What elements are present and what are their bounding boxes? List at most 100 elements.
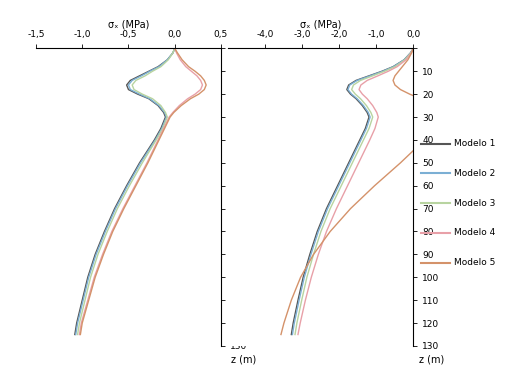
Modelo 4 (356, 87, 362, 92)
Modelo 1 (345, 161, 352, 165)
Modelo 4 (364, 78, 370, 83)
Modelo 2 (161, 110, 168, 115)
Modelo 5 (100, 252, 106, 257)
Modelo 4 (364, 96, 370, 101)
Modelo 4 (308, 275, 315, 279)
Modelo 4 (356, 161, 362, 165)
Modelo 2 (367, 115, 373, 119)
Modelo 3 (133, 78, 139, 83)
Modelo 5 (121, 206, 127, 211)
Modelo 4 (100, 252, 106, 257)
Modelo 3 (363, 103, 370, 108)
Modelo 1 (137, 74, 143, 78)
Modelo 2 (301, 275, 307, 279)
Modelo 4 (77, 332, 83, 337)
Modelo 1 (295, 298, 301, 302)
Modelo 2 (308, 252, 314, 257)
Modelo 4 (403, 58, 409, 62)
Modelo 2 (152, 138, 158, 142)
Modelo 3 (410, 46, 416, 51)
Modelo 3 (158, 64, 164, 69)
Modelo 2 (159, 126, 165, 131)
Modelo 2 (172, 46, 178, 51)
Modelo 3 (164, 115, 171, 119)
Modelo 3 (292, 332, 298, 337)
Modelo 4 (197, 78, 204, 83)
Modelo 2 (324, 206, 331, 211)
Modelo 2 (80, 298, 86, 302)
Modelo 2 (146, 69, 153, 74)
Modelo 5 (161, 126, 168, 131)
Modelo 1 (125, 87, 132, 92)
Modelo 1 (79, 298, 85, 302)
Modelo 1 (357, 138, 363, 142)
Modelo 2 (410, 46, 416, 51)
Modelo 5 (192, 69, 198, 74)
Modelo 3 (153, 138, 159, 142)
Y-axis label: z (m): z (m) (231, 355, 256, 365)
Modelo 3 (104, 229, 111, 234)
Modelo 1 (366, 74, 372, 78)
Modelo 1 (401, 58, 407, 62)
Text: Modelo 2: Modelo 2 (453, 169, 495, 178)
Modelo 3 (87, 275, 94, 279)
Modelo 3 (150, 69, 156, 74)
Modelo 3 (139, 161, 145, 165)
Modelo 5 (145, 161, 151, 165)
Modelo 3 (310, 252, 317, 257)
Modelo 4 (174, 51, 180, 55)
Modelo 4 (358, 83, 364, 87)
Modelo 4 (144, 161, 150, 165)
Modelo 4 (315, 252, 321, 257)
Modelo 2 (137, 92, 143, 96)
Modelo 3 (142, 74, 148, 78)
Modelo 3 (172, 46, 178, 51)
Text: Modelo 4: Modelo 4 (453, 228, 495, 237)
Modelo 5 (410, 46, 416, 51)
Line: Modelo 3: Modelo 3 (78, 48, 175, 334)
Modelo 5 (442, 115, 448, 119)
Modelo 1 (364, 110, 370, 115)
Modelo 2 (138, 74, 144, 78)
Modelo 1 (127, 78, 134, 83)
Modelo 4 (197, 87, 204, 92)
Modelo 2 (289, 332, 296, 337)
Modelo 5 (430, 103, 436, 108)
Modelo 3 (350, 161, 356, 165)
Modelo 1 (335, 183, 341, 188)
Modelo 3 (77, 321, 83, 325)
Modelo 4 (385, 69, 391, 74)
Modelo 5 (186, 64, 192, 69)
Modelo 1 (307, 252, 313, 257)
Modelo 1 (347, 92, 354, 96)
Modelo 2 (401, 58, 407, 62)
Modelo 5 (156, 138, 162, 142)
Line: Modelo 4: Modelo 4 (80, 48, 203, 334)
Modelo 3 (360, 138, 366, 142)
Modelo 4 (160, 126, 167, 131)
Modelo 4 (176, 103, 182, 108)
Modelo 2 (348, 92, 355, 96)
Modelo 2 (358, 138, 364, 142)
Modelo 1 (408, 51, 414, 55)
Modelo 2 (315, 229, 321, 234)
Modelo 3 (158, 103, 164, 108)
Line: Modelo 2: Modelo 2 (76, 48, 175, 334)
Modelo 3 (129, 83, 135, 87)
Modelo 2 (102, 229, 108, 234)
Modelo 3 (162, 110, 169, 115)
Modelo 5 (434, 126, 440, 131)
Modelo 4 (323, 229, 329, 234)
Line: Modelo 1: Modelo 1 (75, 48, 175, 334)
Modelo 5 (197, 74, 204, 78)
Modelo 2 (156, 103, 162, 108)
Modelo 2 (86, 275, 92, 279)
Modelo 2 (75, 321, 81, 325)
Modelo 3 (366, 126, 372, 131)
Modelo 3 (82, 298, 88, 302)
Modelo 4 (188, 69, 194, 74)
Modelo 2 (363, 126, 370, 131)
Modelo 2 (113, 206, 119, 211)
Modelo 5 (421, 138, 428, 142)
Modelo 4 (194, 74, 200, 78)
